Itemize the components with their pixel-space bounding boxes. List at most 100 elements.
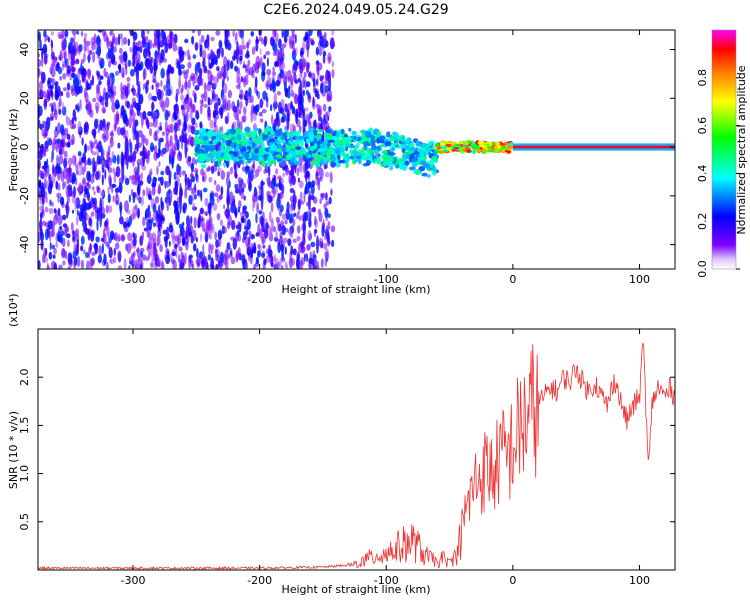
noise-cell [188,179,192,187]
noise-cell [108,40,113,48]
noise-cell [165,255,171,265]
noise-cell [178,246,183,252]
noise-cell [60,124,65,136]
noise-cell [61,38,66,51]
noise-cell [87,191,90,202]
noise-cell [97,30,103,33]
noise-cell [192,104,196,113]
noise-cell [280,98,285,109]
signal-cell [362,141,370,147]
core-cell [446,144,452,147]
noise-cell [288,85,291,93]
noise-cell [311,180,316,188]
noise-cell [122,115,127,122]
signal-cell [193,129,200,136]
noise-cell [78,44,83,52]
noise-cell [251,46,256,55]
noise-cell [81,137,84,146]
noise-cell [67,157,73,166]
noise-cell [324,111,329,124]
noise-cell [96,155,100,165]
noise-cell [272,226,276,233]
noise-cell [313,229,317,238]
noise-cell [38,31,41,42]
x-tick-label: -200 [247,273,272,286]
signal-cell [253,137,259,144]
noise-cell [66,133,71,140]
signal-cell [428,141,432,147]
noise-cell [273,105,276,112]
noise-cell [55,241,58,248]
noise-cell [254,66,260,74]
noise-cell [275,168,279,175]
noise-cell [318,237,324,248]
noise-cell [174,130,177,141]
noise-cell [280,244,284,252]
noise-cell [263,54,267,60]
noise-cell [57,214,63,226]
signal-cell [308,150,313,155]
noise-cell [185,227,189,239]
noise-cell [108,92,112,99]
noise-cell [69,76,72,81]
noise-cell [239,101,243,109]
noise-cell [251,164,255,174]
noise-cell [186,68,190,74]
signal-cell [196,143,201,149]
noise-cell [215,250,218,262]
signal-cell [288,139,292,144]
signal-cell [387,137,394,142]
noise-cell [116,154,120,165]
noise-cell [214,231,218,241]
noise-cell [201,215,204,223]
noise-cell [55,180,59,190]
noise-cell [49,199,52,206]
noise-cell [248,38,251,46]
noise-cell [316,77,319,87]
noise-cell [86,68,92,77]
noise-cell [306,254,309,263]
noise-streak [321,225,325,237]
noise-cell [320,258,324,268]
noise-cell [60,230,65,237]
noise-cell [208,242,211,255]
noise-cell [192,202,196,212]
noise-cell [117,142,121,149]
noise-cell [202,244,205,254]
noise-cell [63,227,68,237]
noise-cell [142,144,145,153]
noise-cell [57,31,63,39]
noise-cell [237,77,241,86]
noise-cell [188,257,191,269]
noise-cell [77,170,83,176]
noise-cell [120,91,124,100]
noise-cell [177,254,180,263]
noise-cell [218,41,223,47]
noise-cell [297,177,300,183]
noise-cell [245,261,249,269]
noise-streak [99,197,103,228]
noise-cell [45,248,48,257]
noise-cell [124,200,129,213]
noise-cell [41,74,45,85]
noise-cell [160,170,165,176]
noise-cell [176,240,180,248]
noise-cell [303,190,306,203]
core-cell [443,141,448,145]
noise-cell [160,150,164,157]
noise-cell [188,254,193,259]
noise-cell [301,76,305,89]
noise-cell [149,127,152,137]
signal-cell [431,155,438,162]
noise-cell [325,200,330,206]
noise-cell [220,107,223,120]
noise-cell [65,91,70,99]
noise-cell [254,76,258,88]
noise-cell [41,220,47,226]
x-tick-label: -200 [247,574,272,587]
noise-cell [120,82,123,94]
noise-cell [248,66,254,76]
noise-cell [54,128,59,138]
noise-cell [162,229,167,235]
noise-cell [179,258,183,264]
